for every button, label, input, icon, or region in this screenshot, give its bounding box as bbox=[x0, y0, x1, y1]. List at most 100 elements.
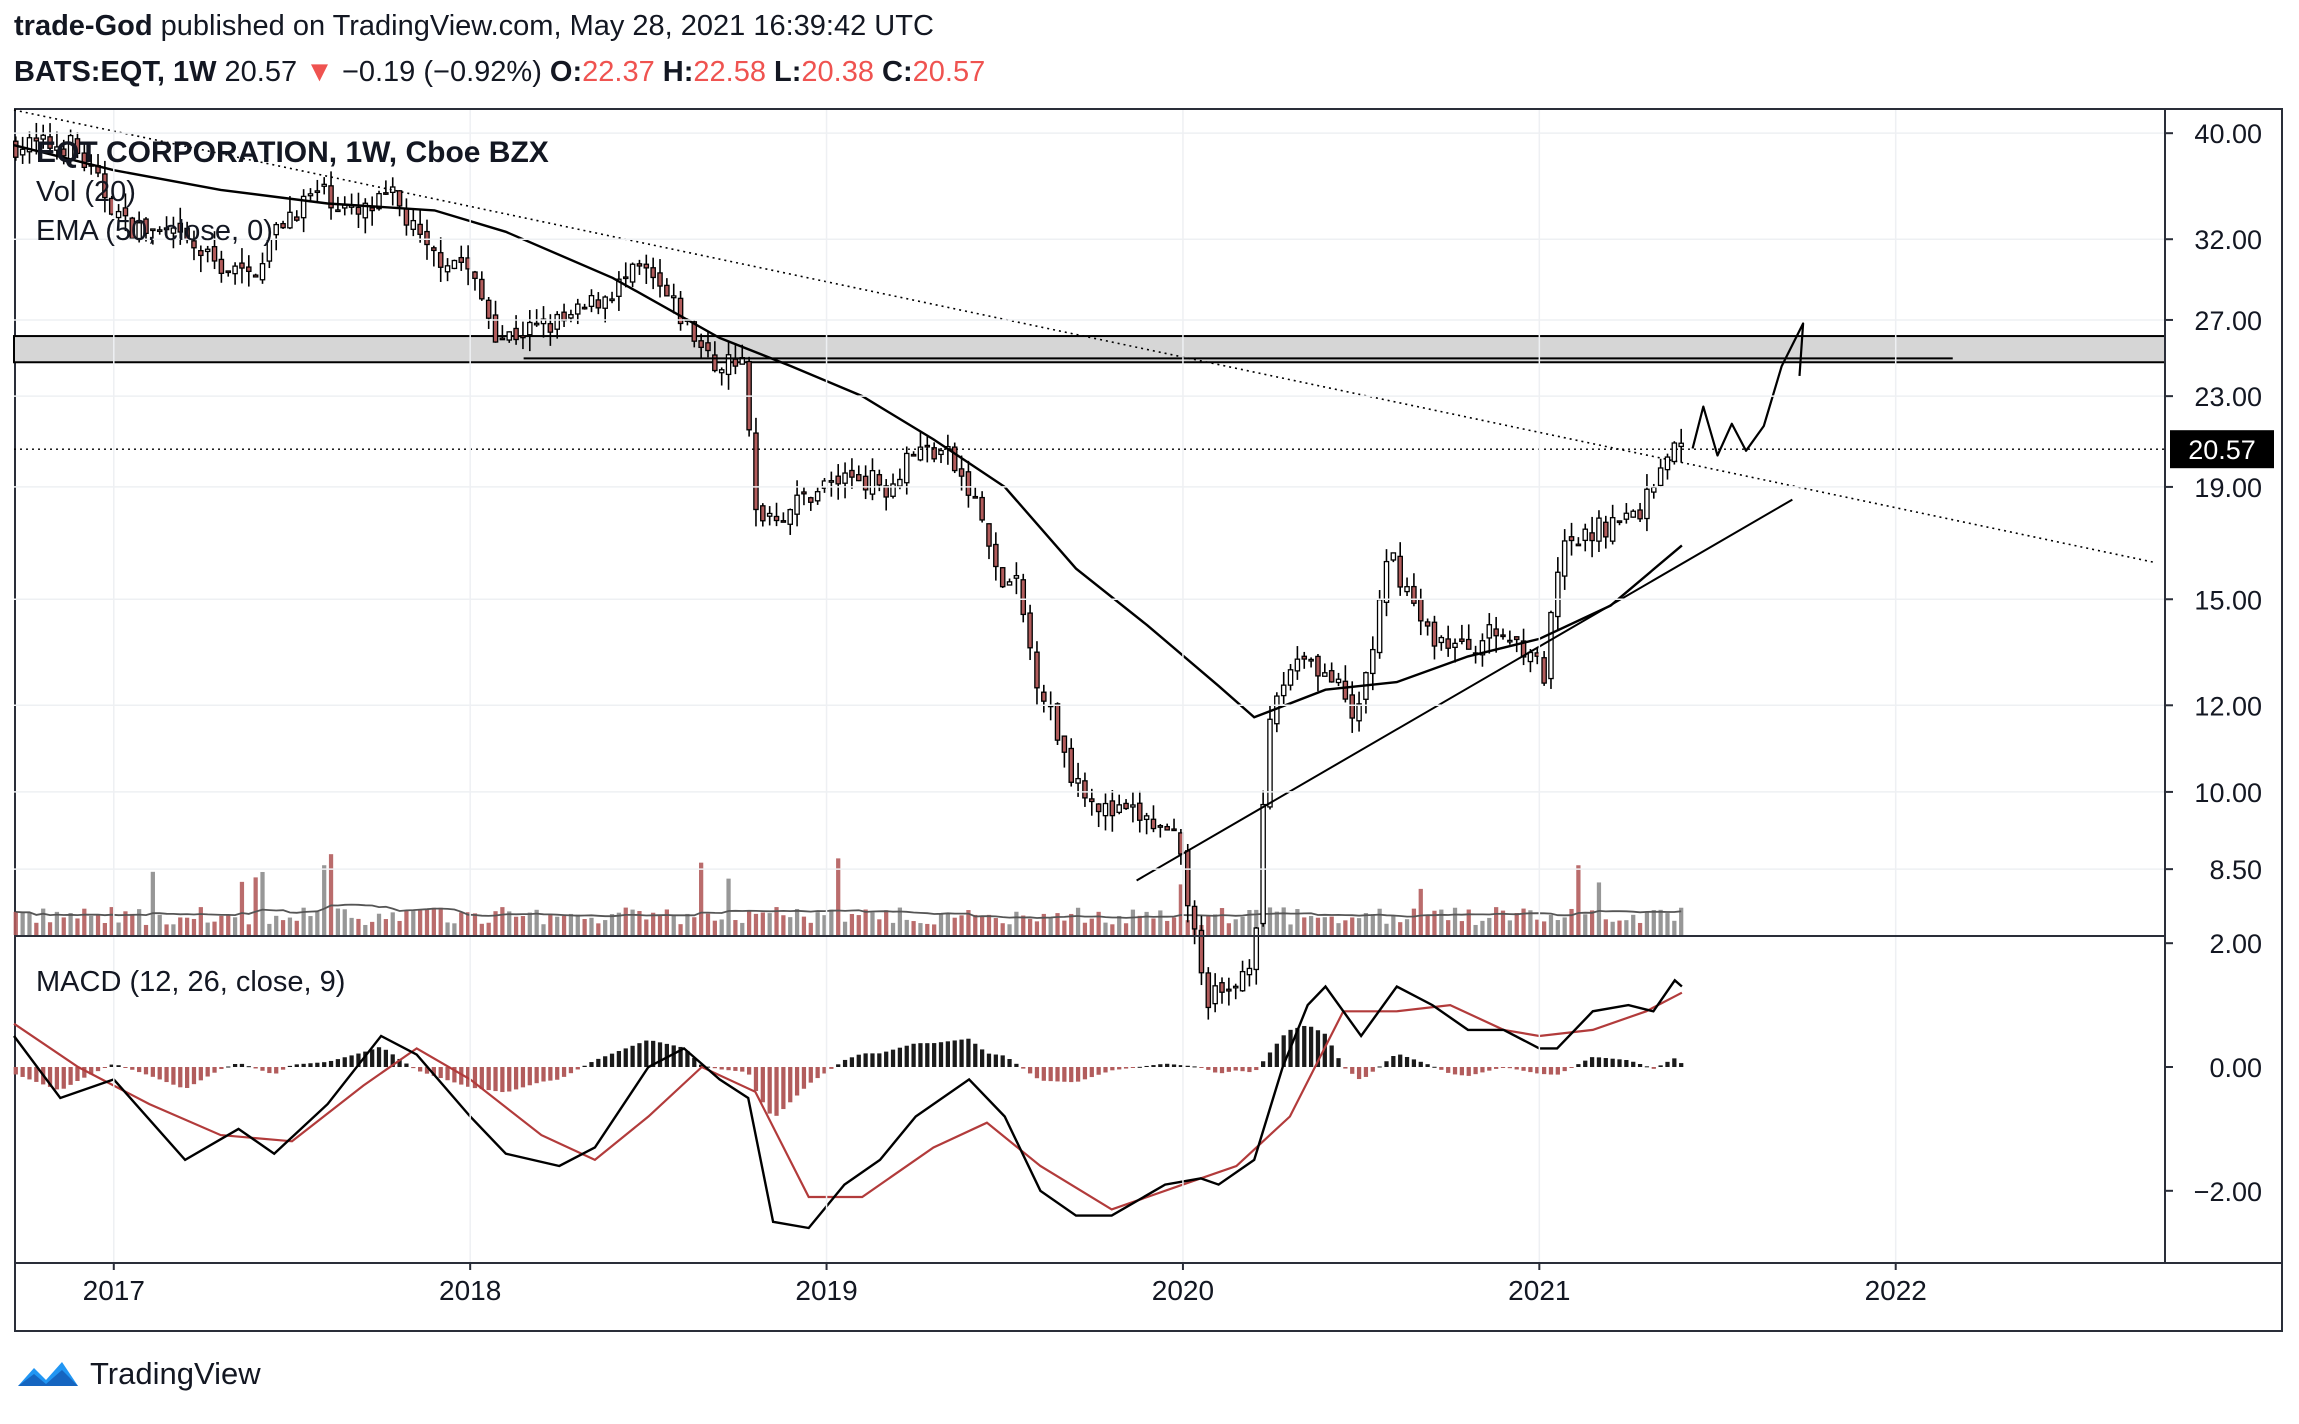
volume-bar bbox=[507, 911, 512, 935]
open-value: 22.37 bbox=[582, 56, 655, 88]
candle-body bbox=[26, 137, 33, 153]
price-tick-label: 40.00 bbox=[2194, 119, 2262, 149]
volume-bar bbox=[1185, 920, 1190, 935]
candle-body bbox=[897, 478, 903, 487]
volume-bar bbox=[1404, 919, 1410, 935]
volume-bar bbox=[308, 916, 313, 935]
macd-histogram-bar bbox=[61, 1067, 66, 1089]
volume-bar bbox=[1494, 907, 1499, 935]
volume-bar bbox=[1521, 908, 1526, 935]
volume-bar bbox=[232, 917, 238, 935]
volume-bar bbox=[1288, 924, 1293, 935]
candle-body bbox=[1589, 532, 1595, 542]
candle-body bbox=[801, 491, 807, 495]
candle-body bbox=[396, 190, 403, 207]
macd-histogram-bar bbox=[623, 1048, 628, 1067]
candle-body bbox=[972, 495, 979, 499]
volume-bar bbox=[1329, 916, 1334, 935]
macd-histogram-bar bbox=[1514, 1067, 1519, 1070]
macd-histogram-bar bbox=[1096, 1067, 1101, 1075]
candle-body bbox=[150, 228, 156, 232]
macd-histogram-bar bbox=[1391, 1056, 1396, 1067]
macd-histogram-bar bbox=[438, 1067, 443, 1079]
volume-bar bbox=[603, 920, 608, 935]
macd-histogram-bar bbox=[418, 1067, 423, 1072]
macd-histogram-bar bbox=[890, 1049, 896, 1067]
volume-bar bbox=[767, 913, 772, 935]
chart-title: EQT CORPORATION, 1W, Cboe BZX bbox=[36, 136, 549, 169]
price-tick-label: 23.00 bbox=[2194, 382, 2262, 412]
macd-histogram-bar bbox=[1110, 1067, 1115, 1071]
candle-body bbox=[1301, 655, 1308, 660]
macd-histogram-bar bbox=[1480, 1067, 1485, 1073]
macd-histogram-bar bbox=[27, 1067, 32, 1080]
candle-body bbox=[938, 449, 944, 456]
volume-bar bbox=[328, 854, 334, 935]
volume-bar bbox=[246, 924, 251, 935]
candle-body bbox=[986, 523, 992, 547]
candle-body bbox=[725, 354, 732, 376]
volume-bar bbox=[1350, 917, 1355, 935]
last-price: 20.57 bbox=[224, 56, 298, 88]
macd-histogram-bar bbox=[301, 1063, 306, 1067]
macd-histogram-bar bbox=[527, 1067, 532, 1086]
candle-body bbox=[1109, 800, 1116, 817]
published-text: published on TradingView.com, May 28, 20… bbox=[160, 10, 934, 42]
candle-body bbox=[410, 219, 417, 230]
volume-bar bbox=[733, 920, 738, 935]
author-name[interactable]: trade-God bbox=[14, 10, 153, 42]
tradingview-logo-icon[interactable] bbox=[16, 1356, 80, 1392]
macd-histogram-bar bbox=[116, 1065, 121, 1067]
candle-body bbox=[1027, 612, 1033, 649]
candle-body bbox=[1287, 669, 1294, 686]
volume-bar bbox=[1583, 914, 1588, 935]
volume-bar bbox=[383, 919, 388, 935]
macd-histogram-bar bbox=[1281, 1035, 1286, 1067]
footer-brand[interactable]: TradingView bbox=[90, 1356, 261, 1391]
macd-histogram-bar bbox=[1644, 1066, 1650, 1068]
macd-histogram-bar bbox=[294, 1064, 299, 1067]
volume-bar bbox=[1384, 923, 1389, 935]
volume-bar bbox=[685, 913, 690, 935]
volume-bar bbox=[1048, 917, 1053, 935]
macd-histogram-bar bbox=[267, 1067, 272, 1074]
candle-body bbox=[1116, 804, 1122, 814]
volume-bar bbox=[1603, 919, 1608, 935]
volume-bar bbox=[1144, 911, 1149, 935]
volume-bar bbox=[1123, 923, 1129, 935]
volume-bar bbox=[1418, 888, 1423, 935]
candle-body bbox=[437, 252, 444, 268]
volume-bar bbox=[1555, 920, 1560, 935]
volume-bar bbox=[1137, 915, 1142, 935]
macd-histogram-bar bbox=[589, 1062, 594, 1067]
candle-body bbox=[876, 474, 883, 486]
candle-body bbox=[191, 240, 197, 249]
volume-bar bbox=[438, 907, 443, 935]
volume-bar bbox=[774, 907, 779, 935]
date-tick-label: 2017 bbox=[83, 1275, 145, 1306]
candle-body bbox=[1411, 585, 1417, 604]
macd-line bbox=[13, 978, 1683, 1230]
volume-bar bbox=[1480, 920, 1485, 935]
macd-histogram-bar bbox=[1528, 1067, 1533, 1073]
candle-body bbox=[1507, 639, 1513, 643]
macd-histogram-bar bbox=[856, 1054, 861, 1067]
volume-bar bbox=[1062, 920, 1067, 935]
volume-bar bbox=[1130, 909, 1136, 935]
volume-bar bbox=[1075, 907, 1081, 935]
publish-header: trade-God published on TradingView.com, … bbox=[14, 10, 934, 43]
macd-histogram-bar bbox=[1624, 1059, 1629, 1067]
macd-histogram-bar bbox=[513, 1067, 519, 1090]
volume-bar bbox=[68, 913, 73, 935]
volume-bar bbox=[1103, 922, 1108, 935]
macd-histogram-bar bbox=[596, 1058, 601, 1067]
macd-histogram-bar bbox=[1302, 1025, 1307, 1067]
volume-bar bbox=[1610, 921, 1615, 935]
volume-bar bbox=[335, 908, 341, 935]
volume-bar bbox=[184, 917, 190, 935]
candle-body bbox=[773, 515, 780, 522]
candle-body bbox=[1143, 815, 1150, 821]
volume-bar bbox=[465, 912, 471, 935]
macd-histogram-bar bbox=[335, 1059, 341, 1067]
